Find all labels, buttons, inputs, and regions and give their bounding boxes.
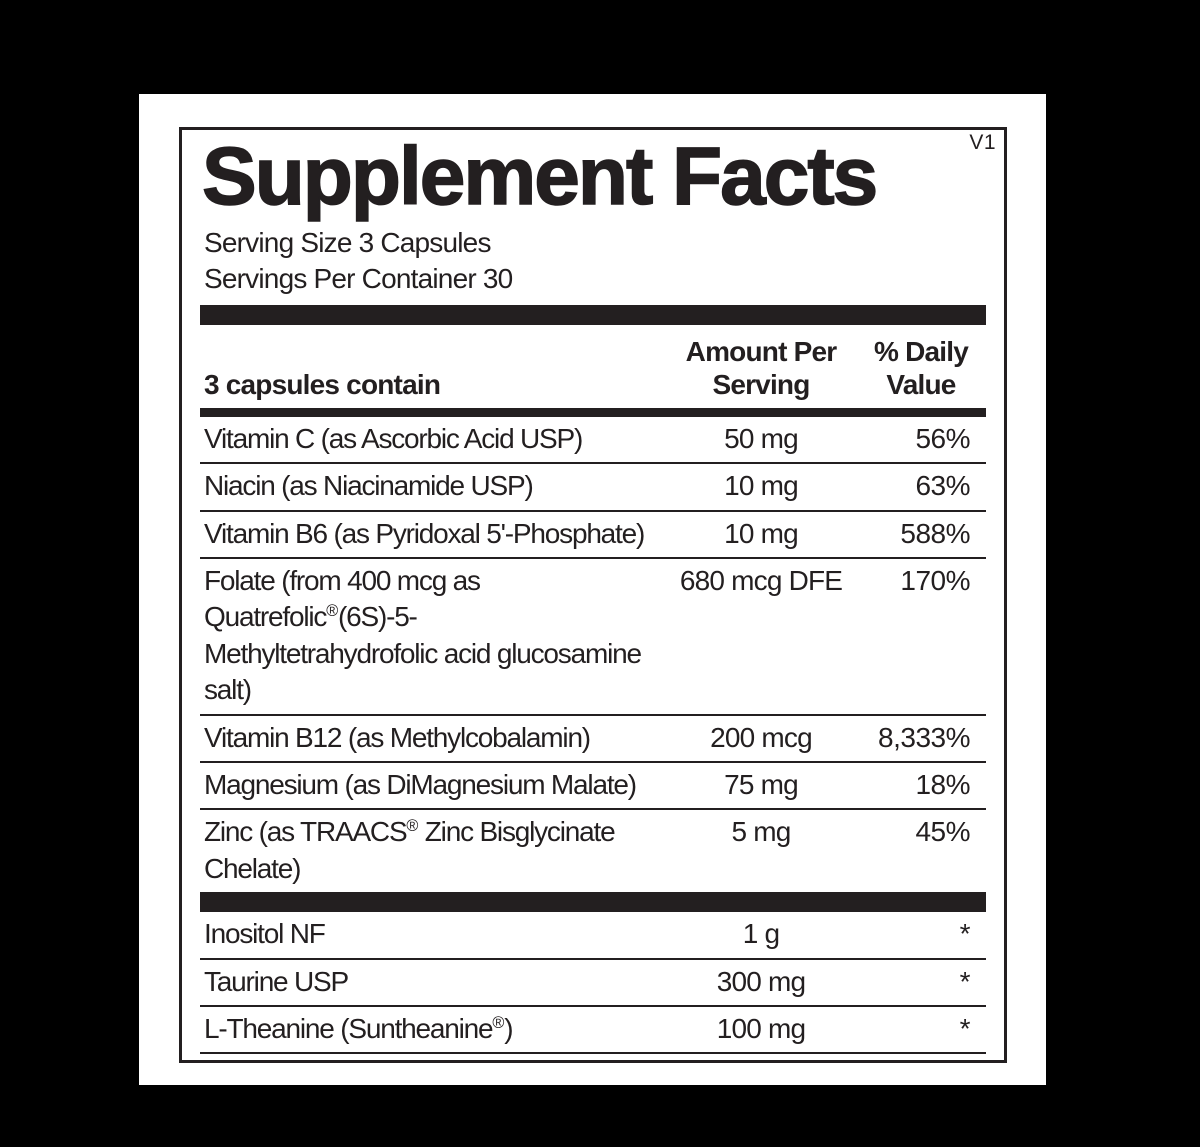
amount-per-serving-value: 100 mg: [666, 1058, 856, 1060]
daily-value-percent: 18%: [915, 768, 970, 800]
amount-per-serving-value: 200 mcg: [710, 721, 813, 753]
amount-per-serving-value: 100 mg: [716, 1012, 806, 1044]
nutrient-name: L-Theanine (Suntheanine®): [204, 1012, 514, 1044]
daily-value-percent: 63%: [915, 470, 970, 502]
divider-bar-under-header: [200, 407, 986, 417]
daily-value-percent: *: [959, 918, 971, 950]
amount-per-serving-value: 300 mg: [716, 965, 806, 997]
nutrient-name: Vitamin B12 (as Methylcobalamin): [204, 721, 591, 753]
table-row: Niacin (as Niacinamide USP) 10 mg 63%: [200, 462, 986, 509]
nutrient-name: Folate (from 400 mcg as Quatrefolic®(6S)…: [204, 565, 642, 706]
nutrient-name: Inositol NF: [204, 918, 326, 950]
serving-size-text: Serving Size 3 Capsules: [204, 227, 491, 259]
amount-per-serving-value: 50 mg: [724, 422, 799, 454]
serving-info: Serving Size 3 Capsules Servings Per Con…: [200, 225, 986, 296]
nutrient-name: Gamma Aminobutyric Acid (PharmaGABA™): [200, 1058, 666, 1060]
table-row: Vitamin B12 (as Methylcobalamin) 200 mcg 8…: [200, 713, 986, 761]
daily-value-percent: *: [959, 965, 971, 997]
servings-per-container-text: Servings Per Container 30: [204, 262, 513, 294]
daily-value-percent: 8,333%: [878, 721, 970, 753]
column-header-name: 3 capsules contain: [204, 368, 441, 400]
daily-value-percent: 170%: [900, 565, 970, 597]
amount-per-serving-value: 75 mg: [724, 768, 799, 800]
divider-bar-middle: [200, 892, 986, 913]
nutrient-name: Zinc (as TRAACS® Zinc Bisglycinate Chela…: [204, 816, 616, 884]
facts-panel: V1 Supplement Facts Serving Size 3 Capsu…: [179, 127, 1007, 1063]
table-row: Vitamin C (as Ascorbic Acid USP) 50 mg 56%: [200, 417, 986, 462]
daily-value-percent: *: [959, 1012, 971, 1044]
table-row: L-Theanine (Suntheanine®) 100 mg *: [200, 1004, 986, 1052]
table-header-row: 3 capsules contain Amount Per Serving % …: [200, 325, 986, 408]
amount-per-serving-value: 680 mcg DFE: [679, 565, 843, 597]
amount-per-serving-value: 10 mg: [724, 517, 799, 549]
amount-per-serving-value: 5 mg: [731, 816, 791, 848]
amount-per-serving-value: 10 mg: [724, 470, 799, 502]
nutrient-name: Vitamin C (as Ascorbic Acid USP): [204, 422, 583, 454]
nutrient-name: Niacin (as Niacinamide USP): [204, 470, 534, 502]
daily-value-percent: *: [856, 1058, 986, 1060]
nutrient-rows-other-ingredients: Inositol NF 1 g * Taurine USP 300 mg * L-Thean…: [200, 912, 986, 1060]
table-row: Zinc (as TRAACS® Zinc Bisglycinate Chela…: [200, 808, 986, 892]
column-header-amount-per-serving: Amount Per Serving: [685, 335, 837, 400]
table-row: Magnesium (as DiMagnesium Malate) 75 mg 18…: [200, 760, 986, 808]
nutrient-name: Magnesium (as DiMagnesium Malate): [204, 768, 637, 800]
page-title: Supplement Facts: [201, 131, 879, 222]
supplement-facts-label: V1 Supplement Facts Serving Size 3 Capsu…: [139, 94, 1046, 1085]
version-tag: V1: [969, 131, 996, 154]
daily-value-percent: 45%: [915, 816, 970, 848]
amount-per-serving-value: 1 g: [742, 918, 780, 950]
table-row: Inositol NF 1 g *: [200, 912, 986, 957]
table-row: Vitamin B6 (as Pyridoxal 5'-Phosphate) 10…: [200, 509, 986, 557]
divider-bar-top: [200, 304, 986, 325]
daily-value-percent: 56%: [915, 422, 970, 454]
table-row: Taurine USP 300 mg *: [200, 957, 986, 1005]
table-row: Folate (from 400 mcg as Quatrefolic®(6S)…: [200, 557, 986, 714]
daily-value-percent: 588%: [900, 517, 970, 549]
column-header-daily-value: % Daily Value: [874, 335, 969, 400]
nutrient-name: Vitamin B6 (as Pyridoxal 5'-Phosphate): [204, 517, 645, 549]
nutrient-name: Taurine USP: [204, 965, 349, 997]
nutrient-rows-vitamins-minerals: Vitamin C (as Ascorbic Acid USP) 50 mg 56%…: [200, 417, 986, 892]
table-row: Gamma Aminobutyric Acid (PharmaGABA™)100…: [200, 1052, 986, 1060]
